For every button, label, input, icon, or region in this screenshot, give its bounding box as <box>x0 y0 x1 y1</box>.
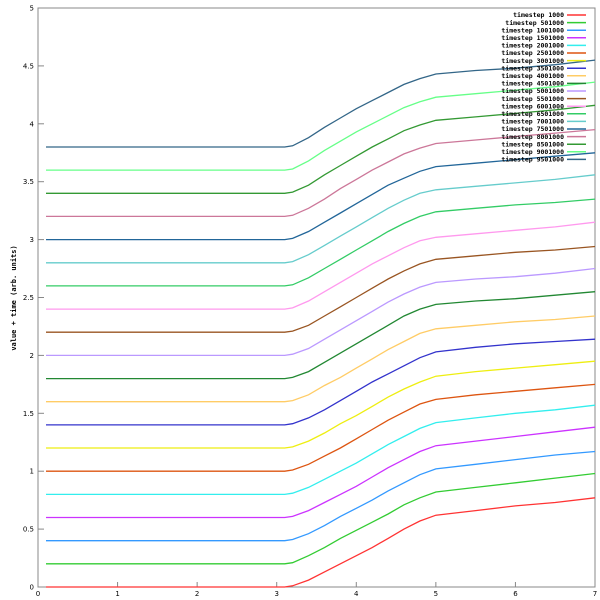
legend-label: timestep 6501000 <box>501 110 564 118</box>
y-tick-label: 2.5 <box>23 294 34 302</box>
y-tick-label: 0 <box>30 584 34 592</box>
series-line-8 <box>46 315 596 403</box>
y-tick-label: 2 <box>30 352 34 360</box>
series-line-0 <box>46 497 596 588</box>
y-tick-label: 1.5 <box>23 410 34 418</box>
x-tick-label: 7 <box>593 590 597 598</box>
legend-label: timestep 2501000 <box>501 49 564 57</box>
legend-label: timestep 501000 <box>505 19 564 27</box>
x-tick-label: 5 <box>434 590 438 598</box>
y-axis-label: value + time (arb. units) <box>10 245 18 350</box>
series-line-12 <box>46 221 596 310</box>
series-line-13 <box>46 198 596 287</box>
series-line-19 <box>46 59 596 148</box>
series-line-9 <box>46 291 596 380</box>
series-line-5 <box>46 383 596 472</box>
series-line-7 <box>46 338 596 426</box>
series-line-2 <box>46 450 596 542</box>
series-line-18 <box>46 81 596 171</box>
legend-label: timestep 6001000 <box>501 102 564 110</box>
y-tick-label: 3.5 <box>23 178 34 186</box>
legend-label: timestep 1501000 <box>501 34 564 42</box>
legend-label: timestep 8501000 <box>501 140 564 148</box>
y-tick-label: 4.5 <box>23 62 34 70</box>
axes: 0 1 2 3 4 5 6 7 0 0.5 1 1.5 2 2.5 3 3.5 4 4.5 5 <box>23 5 597 599</box>
series-lines <box>46 59 596 588</box>
legend-label: timestep 1000 <box>513 11 564 19</box>
legend-label: timestep 9501000 <box>501 156 564 164</box>
x-tick-label: 4 <box>354 590 359 598</box>
y-tick-label: 4 <box>30 120 35 128</box>
legend-label: timestep 4001000 <box>501 72 564 80</box>
y-tick-label: 3 <box>30 236 34 244</box>
x-tick-label: 6 <box>513 590 518 598</box>
legend-label: timestep 5001000 <box>501 87 564 95</box>
legend-label: timestep 4501000 <box>501 80 564 88</box>
series-line-15 <box>46 152 596 241</box>
series-line-11 <box>46 245 596 333</box>
x-tick-label: 1 <box>115 590 119 598</box>
series-line-6 <box>46 360 596 449</box>
x-tick-label: 3 <box>274 590 278 598</box>
y-tick-label: 0.5 <box>23 526 34 534</box>
series-line-4 <box>46 404 596 496</box>
series-line-16 <box>46 128 596 218</box>
y-tick-label: 1 <box>30 468 34 476</box>
series-line-14 <box>46 174 596 264</box>
series-line-1 <box>46 472 596 565</box>
x-tick-label: 0 <box>36 590 40 598</box>
legend-label: timestep 2001000 <box>501 42 564 50</box>
legend-label: timestep 9001000 <box>501 148 564 156</box>
legend-label: timestep 3501000 <box>501 64 564 72</box>
series-line-17 <box>46 104 596 194</box>
legend-label: timestep 1001000 <box>501 26 564 34</box>
series-line-10 <box>46 267 596 357</box>
x-tick-label: 2 <box>195 590 199 598</box>
legend-label: timestep 3001000 <box>501 57 564 65</box>
series-line-3 <box>46 426 596 519</box>
legend-label: timestep 7001000 <box>501 118 564 126</box>
legend-label: timestep 5501000 <box>501 95 564 103</box>
legend-label: timestep 7501000 <box>501 125 564 133</box>
y-tick-label: 5 <box>30 5 34 13</box>
legend-label: timestep 8001000 <box>501 133 564 141</box>
